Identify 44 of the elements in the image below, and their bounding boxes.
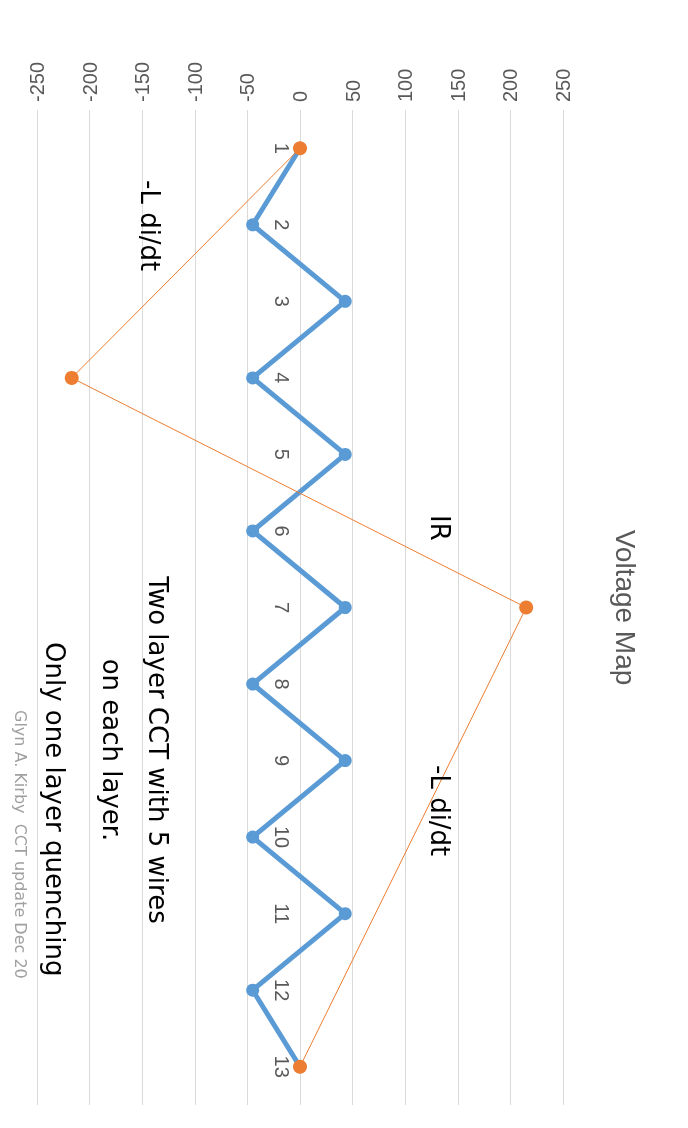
text: Voltage Map: [609, 529, 641, 686]
annotation: IR: [425, 515, 455, 541]
y-tick-label: 10: [271, 825, 293, 849]
point: [246, 524, 260, 538]
annotation: Two layer CCT with 5 wires on each layer.: [97, 575, 173, 924]
y-tick-label: 2: [271, 219, 293, 231]
x-tick-label: 200: [499, 68, 522, 102]
y-tick-label: 12: [271, 979, 293, 1002]
point: [519, 600, 534, 615]
y-tick-label: 6: [271, 525, 293, 537]
point: [64, 370, 79, 385]
x-tick-label: -100: [183, 61, 206, 102]
point: [246, 677, 260, 691]
annotation: Only one layer quenching: [40, 642, 70, 977]
y-tick-label: 5: [271, 448, 293, 460]
y-tick-label: 8: [271, 678, 293, 690]
point: [246, 983, 260, 997]
x-tick-label: -50: [236, 73, 259, 102]
point: [246, 830, 260, 844]
y-tick-label: 9: [271, 755, 293, 767]
y-tick-label: 7: [271, 601, 293, 614]
y-tick-label: 4: [271, 372, 293, 384]
annotation: -L di/dt: [425, 765, 455, 857]
point: [338, 601, 352, 614]
x-tick-label: -150: [131, 61, 154, 102]
x-tick-label: 150: [446, 68, 469, 102]
point: [246, 371, 260, 385]
point: [338, 907, 352, 921]
x-tick-label: 50: [341, 79, 364, 102]
point: [338, 447, 352, 461]
x-tick-label: 250: [552, 68, 574, 102]
y-tick-label: 1: [271, 142, 293, 154]
y-tick-label: 11: [271, 903, 293, 925]
y-tick-label: 3: [271, 295, 293, 307]
y-tick-label: 13: [271, 1055, 293, 1078]
point: [338, 294, 352, 308]
x-tick-label: -200: [78, 61, 101, 102]
text: Glyn A. Kirby CCT update Dec 20: [10, 710, 30, 979]
point: [246, 218, 260, 232]
annotation: -L di/dt: [135, 180, 165, 272]
x-tick-label: 100: [394, 68, 417, 102]
point: [338, 754, 352, 768]
x-tick-label: 0: [289, 90, 311, 102]
x-tick-label: -250: [26, 61, 48, 102]
